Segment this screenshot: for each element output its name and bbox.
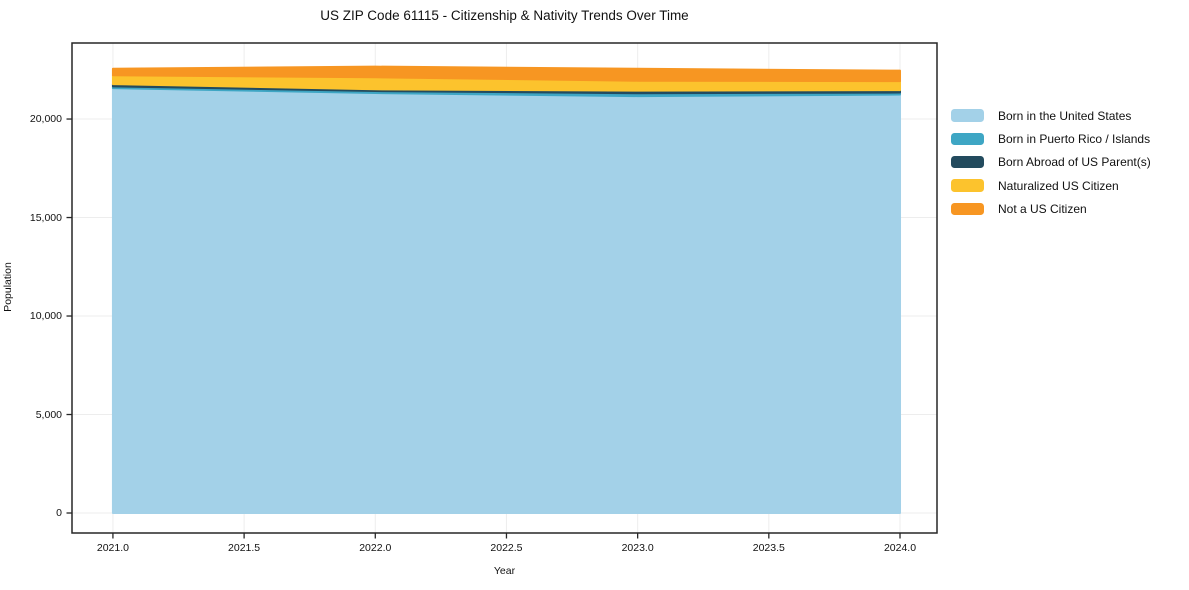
y-tick-label: 15,000 [29,211,62,224]
legend-swatch [951,202,984,216]
area-series-group [111,65,902,515]
x-tick-label: 2024.0 [883,542,917,554]
legend-item: Born in the United States [951,104,1151,127]
x-tick-label: 2022.0 [359,542,392,554]
axis-spine [71,42,938,534]
x-tick-label: 2023.0 [621,542,654,554]
legend-item: Not a US Citizen [951,197,1151,220]
y-tick-label: 10,000 [29,310,62,323]
legend-label: Born in the United States [998,108,1132,123]
chart-title: US ZIP Code 61115 - Citizenship & Nativi… [320,8,689,23]
x-tick-label: 2023.5 [752,542,785,554]
legend-swatch [951,109,984,122]
x-axis-label: Year [493,565,516,577]
legend-item: Born Abroad of US Parent(s) [951,151,1151,174]
x-tick-label: 2022.5 [490,542,523,554]
x-tick-label: 2021.0 [96,542,129,554]
legend: Born in the United States Born in Puerto … [951,104,1151,220]
legend-label: Not a US Citizen [998,201,1087,216]
legend-item: Born in Puerto Rico / Islands [951,127,1151,150]
tick-marks-group [66,118,901,539]
legend-label: Born Abroad of US Parent(s) [998,155,1151,170]
y-tick-label: 5,000 [35,408,62,421]
legend-swatch [951,179,984,192]
area-series [111,65,902,83]
legend-label: Naturalized US Citizen [998,178,1119,193]
legend-swatch [951,132,984,146]
x-tick-label: 2021.5 [228,542,261,554]
legend-item: Naturalized US Citizen [951,174,1151,197]
legend-label: Born in Puerto Rico / Islands [998,131,1151,146]
y-tick-label: 20,000 [29,113,62,126]
area-series [111,87,902,515]
legend-swatch [951,155,984,169]
y-tick-label: 0 [56,507,62,519]
